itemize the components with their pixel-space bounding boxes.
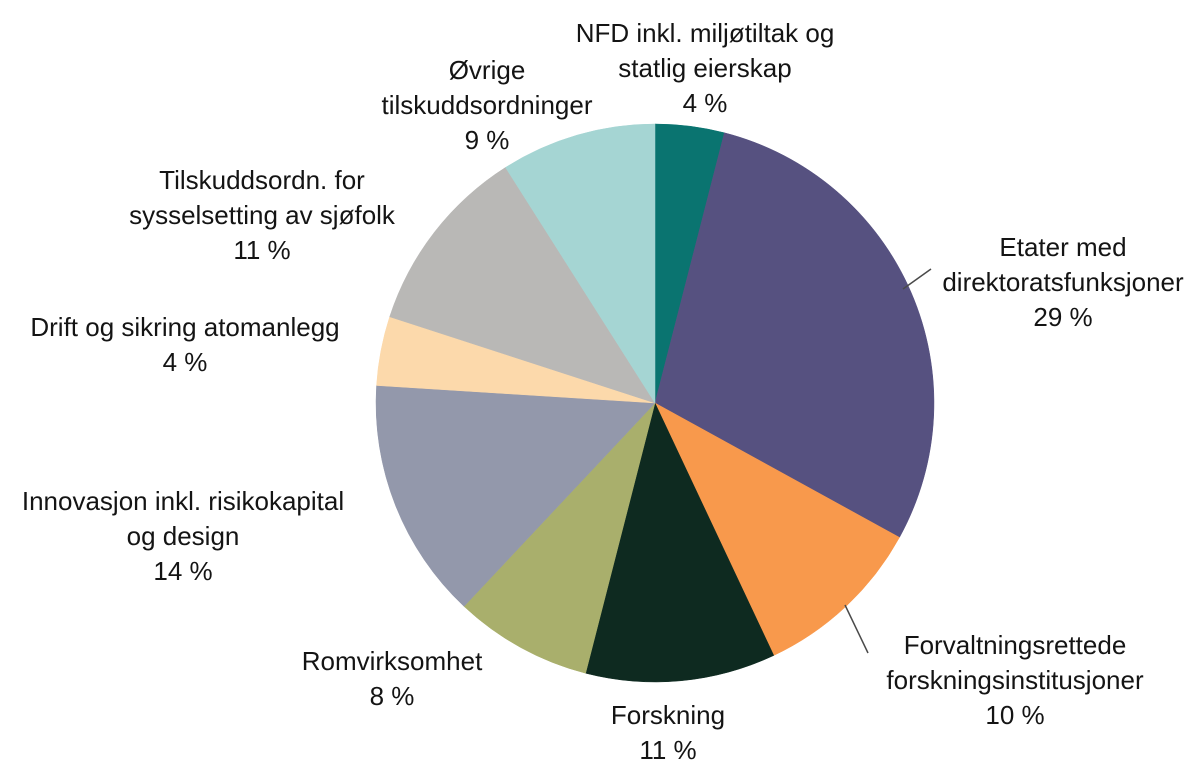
pie-slice-1 [654, 132, 935, 538]
pie-slice-8 [505, 123, 656, 404]
slice-label-etater: Etater med direktoratsfunksjoner 29 % [942, 232, 1184, 332]
slice-label-forvaltningsrettede: Forvaltningsrettede forskningsinstitusjo… [886, 630, 1144, 730]
pie-slices [375, 123, 935, 683]
pie-slice-5 [375, 385, 656, 607]
slice-label-tilskuddsordn-sjofolk: Tilskuddsordn. for sysselsetting av sjøf… [129, 165, 395, 265]
slice-label-innovasjon: Innovasjon inkl. risikokapital og design… [21, 486, 345, 586]
pie-slice-7 [389, 167, 656, 404]
pie-slice-4 [463, 402, 656, 674]
slice-label-drift-atomanlegg: Drift og sikring atomanlegg 4 % [30, 312, 340, 377]
pie-slice-3 [585, 402, 775, 683]
leader-line-etater [902, 268, 932, 290]
leader-line-forvaltningsrettede [844, 604, 869, 654]
slice-label-ovrige: Øvrige tilskuddsordninger 9 % [381, 55, 593, 155]
slice-label-romvirksomhet: Romvirksomhet 8 % [301, 646, 483, 711]
slice-label-nfd: NFD inkl. miljøtiltak og statlig eierska… [575, 18, 835, 118]
slice-label-forskning: Forskning 11 % [610, 700, 726, 765]
